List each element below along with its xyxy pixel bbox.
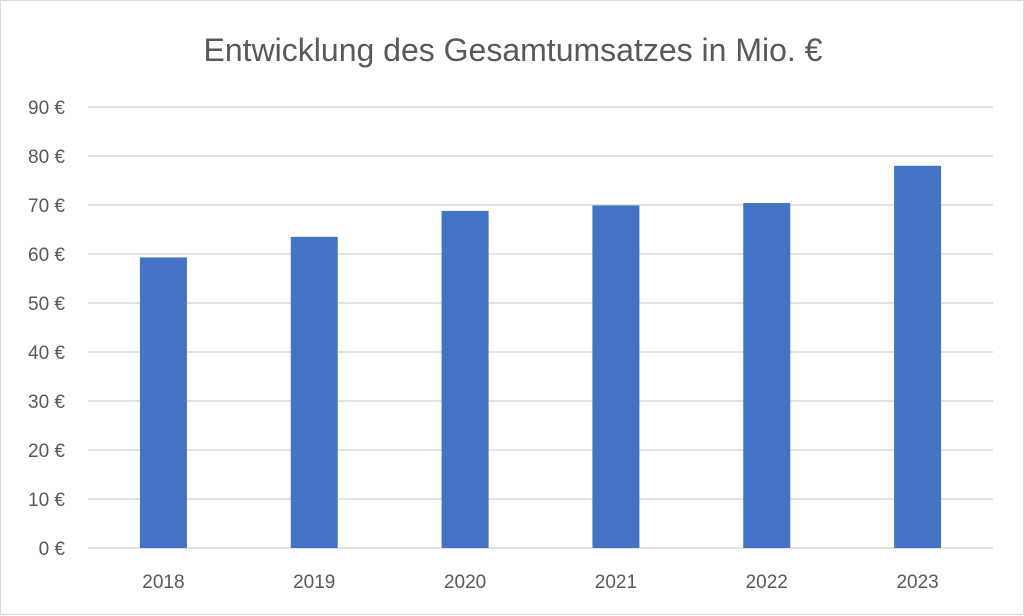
y-tick-label: 0 € bbox=[39, 539, 66, 560]
x-tick-label: 2020 bbox=[444, 572, 486, 593]
x-tick-label: 2021 bbox=[595, 572, 637, 593]
y-tick-label: 30 € bbox=[28, 392, 65, 413]
y-tick-label: 40 € bbox=[28, 343, 65, 364]
y-tick-label: 90 € bbox=[28, 98, 65, 119]
x-tick-label: 2018 bbox=[142, 572, 184, 593]
bar-2023 bbox=[894, 165, 942, 549]
x-tick-label: 2022 bbox=[746, 572, 788, 593]
bar-2018 bbox=[139, 257, 187, 548]
y-tick-label: 60 € bbox=[28, 245, 65, 266]
y-tick-label: 10 € bbox=[28, 490, 65, 511]
y-tick-label: 20 € bbox=[28, 441, 65, 462]
y-tick-label: 70 € bbox=[28, 196, 65, 217]
bar-2021 bbox=[592, 205, 640, 549]
y-tick-label: 50 € bbox=[28, 294, 65, 315]
bar-2020 bbox=[441, 210, 489, 548]
y-tick-label: 80 € bbox=[28, 147, 65, 168]
chart-title: Entwicklung des Gesamtumsatzes in Mio. € bbox=[204, 32, 823, 68]
x-tick-label: 2023 bbox=[896, 572, 938, 593]
bar-2022 bbox=[743, 203, 791, 549]
x-tick-label: 2019 bbox=[293, 572, 335, 593]
bar-2019 bbox=[290, 236, 338, 548]
